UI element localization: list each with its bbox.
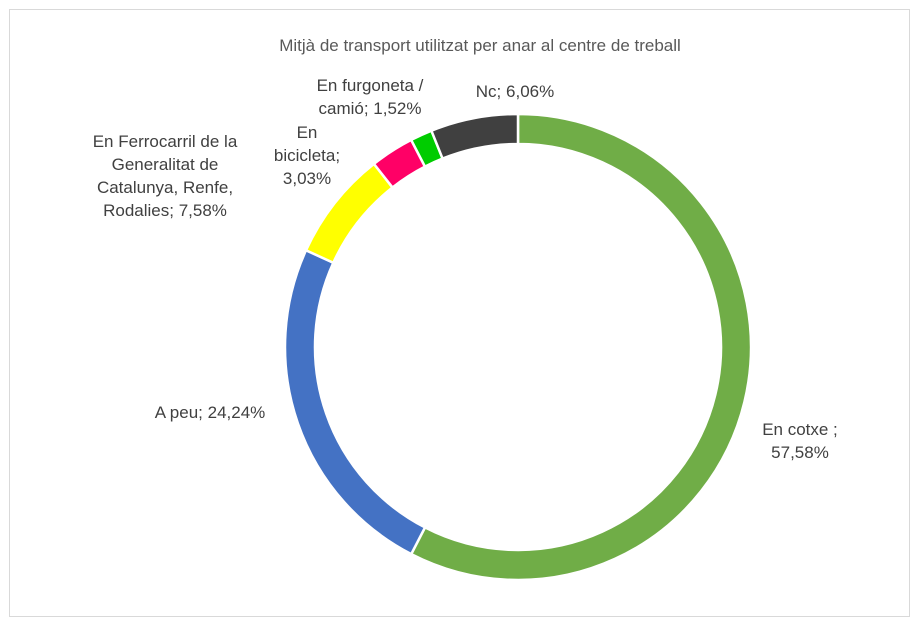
category-label: A peu; [154,403,203,422]
value-label: 24,24% [207,403,266,422]
data-label: Nc; 6,06% [460,80,570,103]
category-label: En furgoneta / camió; [316,76,424,118]
data-label: A peu; 24,24% [120,401,300,424]
category-label: Nc; [475,82,502,101]
data-label: En cotxe ; 57,58% [740,418,860,464]
value-label: 3,03% [282,169,332,188]
data-label: En bicicleta; 3,03% [262,121,352,190]
value-label: 57,58% [771,443,829,462]
category-label: En bicicleta; [273,123,341,165]
donut-slice [429,112,520,161]
donut-slice [283,248,427,556]
value-label: 7,58% [178,201,227,220]
chart-title: Mitjà de transport utilitzat per anar al… [279,36,681,55]
value-label: 1,52% [373,99,422,118]
category-label: En Ferrocarril de la Generalitat de Cata… [92,132,238,220]
category-label: En cotxe ; [762,420,838,439]
chart-frame [9,9,910,617]
data-label: En furgoneta / camió; 1,52% [290,74,450,120]
value-label: 6,06% [506,82,555,101]
donut-slice [409,112,753,582]
data-label: En Ferrocarril de la Generalitat de Cata… [80,130,250,222]
